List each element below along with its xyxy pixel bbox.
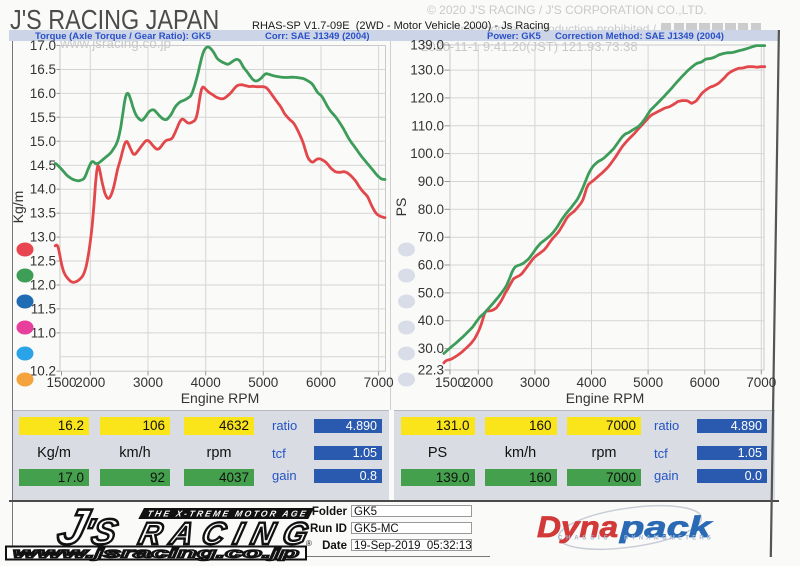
svg-text:4000: 4000: [576, 375, 606, 390]
svg-text:Dyna: Dyna: [537, 511, 618, 544]
svg-text:15.5: 15.5: [30, 110, 56, 125]
svg-text:139.0: 139.0: [410, 38, 444, 53]
svg-text:120.0: 120.0: [410, 90, 444, 105]
svg-text:1500: 1500: [435, 375, 465, 390]
svg-text:12.0: 12.0: [30, 278, 56, 293]
svg-text:2000: 2000: [463, 375, 493, 390]
svg-text:30.0: 30.0: [418, 341, 444, 356]
svg-text:50.0: 50.0: [418, 285, 444, 300]
svg-text:11.5: 11.5: [31, 301, 56, 316]
svg-text:www.jsracing.co.jp: www.jsracing.co.jp: [13, 546, 299, 561]
svg-text:90.0: 90.0: [418, 174, 444, 189]
svg-text:60.0: 60.0: [418, 258, 444, 273]
svg-text:16.0: 16.0: [30, 86, 56, 101]
svg-text:CHASSIS: CHASSIS: [558, 536, 611, 542]
svg-text:Engine RPM: Engine RPM: [181, 390, 260, 406]
svg-text:5000: 5000: [633, 375, 663, 390]
svg-text:13.5: 13.5: [30, 206, 56, 221]
svg-text:13.0: 13.0: [30, 230, 56, 245]
svg-text:1500: 1500: [46, 375, 76, 390]
svg-text:3000: 3000: [520, 375, 550, 390]
svg-text:6000: 6000: [306, 375, 336, 390]
svg-text:4000: 4000: [191, 375, 221, 390]
svg-text:DYNAMOMETERS: DYNAMOMETERS: [624, 536, 714, 542]
svg-text:11.0: 11.0: [31, 325, 56, 340]
svg-text:THE X-TREME MOTOR AGE: THE X-TREME MOTOR AGE: [146, 509, 307, 519]
svg-text:7000: 7000: [364, 375, 394, 390]
svg-text:10.2: 10.2: [30, 364, 56, 379]
svg-text:110.0: 110.0: [411, 118, 444, 133]
svg-text:16.5: 16.5: [30, 62, 56, 77]
svg-text:7000: 7000: [746, 375, 776, 390]
svg-text:15.0: 15.0: [30, 134, 56, 149]
svg-text:®: ®: [306, 539, 312, 548]
svg-text:17.0: 17.0: [30, 38, 56, 53]
svg-text:80.0: 80.0: [418, 202, 444, 217]
svg-text:5000: 5000: [248, 375, 278, 390]
svg-text:40.0: 40.0: [418, 313, 444, 328]
svg-text:14.0: 14.0: [30, 182, 56, 197]
svg-text:Kg/m: Kg/m: [10, 191, 26, 224]
svg-text:2000: 2000: [75, 375, 105, 390]
svg-text:3000: 3000: [133, 375, 163, 390]
svg-text:pack: pack: [619, 511, 713, 544]
svg-text:22.3: 22.3: [418, 363, 444, 378]
svg-text:130.0: 130.0: [410, 63, 444, 78]
svg-text:100.0: 100.0: [410, 146, 444, 161]
svg-text:12.5: 12.5: [30, 254, 56, 269]
svg-text:70.0: 70.0: [418, 230, 444, 245]
svg-text:6000: 6000: [690, 375, 720, 390]
svg-text:14.5: 14.5: [30, 158, 56, 173]
svg-text:Engine RPM: Engine RPM: [566, 390, 645, 406]
svg-text:PS: PS: [393, 198, 409, 217]
